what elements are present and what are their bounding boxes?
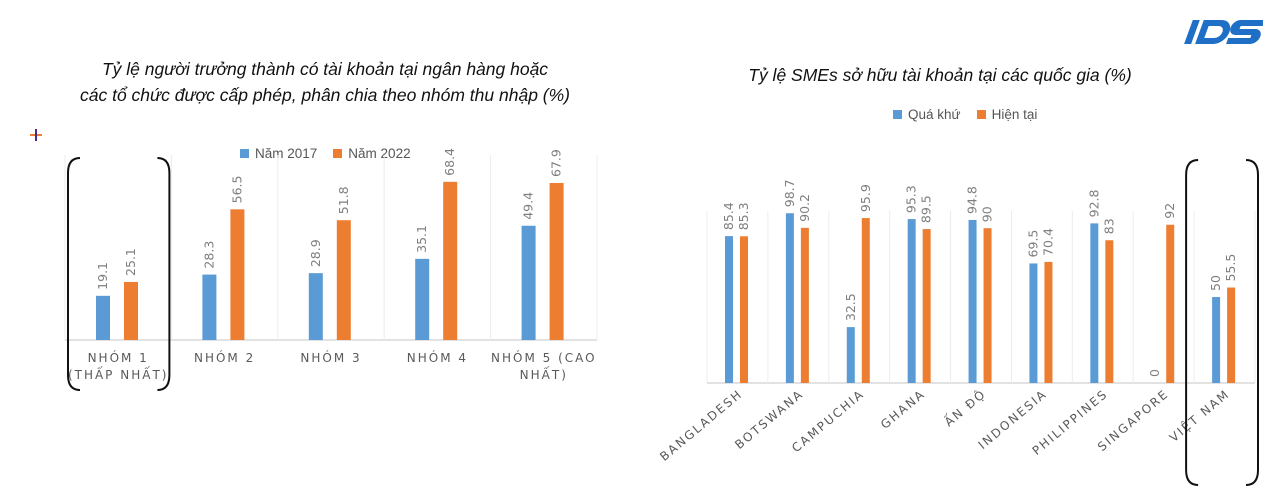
left-chart-data-label: 25.1 xyxy=(123,248,138,276)
legend-swatch-present xyxy=(976,110,986,119)
left-chart-highlight-bracket-right xyxy=(157,157,171,391)
legend-label-2022: Năm 2022 xyxy=(348,146,411,161)
right-chart-bar xyxy=(907,219,916,383)
left-chart-data-label: 19.1 xyxy=(95,262,110,290)
left-title-line-2: các tổ chức được cấp phép, phân chia the… xyxy=(80,85,570,105)
left-chart-bar xyxy=(202,274,217,340)
left-chart-bar xyxy=(96,295,110,340)
right-chart-bar xyxy=(1227,287,1236,383)
right-chart-bar xyxy=(740,236,748,383)
right-chart-bar xyxy=(1166,224,1175,383)
right-chart-bar xyxy=(1090,223,1099,383)
left-legend: Năm 2017 Năm 2022 xyxy=(240,146,411,161)
left-chart-data-label: 68.4 xyxy=(442,148,457,176)
right-chart-category-label: VIỆT NAM xyxy=(1166,386,1232,445)
right-chart-category-label: GHANA xyxy=(878,387,928,432)
right-chart-data-label: 95.9 xyxy=(858,184,873,212)
legend-swatch-2022 xyxy=(333,149,343,158)
right-chart-bar xyxy=(968,219,977,383)
right-chart-data-label: 83 xyxy=(1101,218,1116,234)
right-chart-category-label: BANGLADESH xyxy=(657,387,745,464)
legend-swatch-past xyxy=(893,110,902,119)
right-chart-data-label: 70.4 xyxy=(1040,228,1055,256)
left-chart-data-label: 56.5 xyxy=(229,176,244,204)
left-title-line-1: Tỷ lệ người trưởng thành có tài khoản tạ… xyxy=(101,59,549,79)
right-chart-data-label: 90.2 xyxy=(797,194,812,222)
right-chart-data-label: 95.3 xyxy=(904,185,919,213)
left-chart-bar xyxy=(549,182,564,340)
left-chart-data-label: 67.9 xyxy=(549,149,564,177)
ids-logo xyxy=(1184,20,1263,44)
right-chart-data-label: 85.3 xyxy=(736,202,751,230)
right-chart-bar xyxy=(846,327,855,383)
left-chart-bar xyxy=(521,225,536,340)
right-chart-bar xyxy=(861,218,870,383)
left-chart-data-label: 28.3 xyxy=(201,241,216,269)
left-chart-bar xyxy=(443,181,458,340)
right-chart-data-label: 92.8 xyxy=(1086,190,1101,218)
right-chart-data-label: 85.4 xyxy=(721,202,736,230)
left-chart-category-label: NHÓM 5 (CAO xyxy=(491,350,597,365)
left-chart-bar xyxy=(336,220,351,340)
left-chart-bar xyxy=(308,273,323,340)
right-chart-bar xyxy=(1212,297,1221,383)
left-chart-bar xyxy=(230,209,245,340)
right-chart-data-label: 55.5 xyxy=(1223,254,1238,282)
right-chart-data-label: 0 xyxy=(1147,369,1162,377)
legend-label-present: Hiện tại xyxy=(991,107,1038,122)
left-chart-data-label: 28.9 xyxy=(308,239,323,267)
right-chart-data-label: 94.8 xyxy=(965,186,980,214)
right-chart-data-label: 92 xyxy=(1162,203,1177,219)
left-chart-bar xyxy=(124,281,138,340)
right-chart-bar xyxy=(785,213,794,383)
left-chart-data-label: 35.1 xyxy=(414,225,429,253)
right-chart-bar xyxy=(1029,263,1038,383)
right-legend: Quá khứ Hiện tại xyxy=(893,107,1037,122)
legend-label-past: Quá khứ xyxy=(908,107,961,122)
right-chart-data-label: 90 xyxy=(980,206,995,222)
right-chart-data-label: 50 xyxy=(1208,275,1223,291)
legend-label-2017: Năm 2017 xyxy=(255,146,318,161)
left-chart-data-label: 49.4 xyxy=(521,192,536,220)
left-chart-highlight-bracket-left xyxy=(67,157,81,391)
right-chart-data-label: 32.5 xyxy=(843,293,858,321)
legend-swatch-2017 xyxy=(240,149,249,158)
left-chart-title: Tỷ lệ người trưởng thành có tài khoản tạ… xyxy=(20,56,630,108)
left-chart-category-label: NHÓM 4 xyxy=(407,350,468,365)
right-chart-bar xyxy=(1044,261,1053,383)
left-chart-bar xyxy=(415,258,430,340)
right-chart-highlight-bracket-right xyxy=(1245,159,1259,486)
right-chart-bar xyxy=(922,229,931,383)
right-chart-data-label: 89.5 xyxy=(919,195,934,223)
right-chart-bar xyxy=(1105,240,1114,383)
right-chart-category-label: ẤN ĐỘ xyxy=(941,385,989,429)
left-chart-category-label: NHÓM 2 xyxy=(194,350,255,365)
right-chart-bar xyxy=(983,228,992,383)
right-chart-highlight-bracket-left xyxy=(1185,159,1199,486)
left-chart-category-label: (THẤP NHẤT) xyxy=(68,366,169,382)
left-chart-category-label: NHÓM 3 xyxy=(300,350,361,365)
left-chart-data-label: 51.8 xyxy=(336,186,351,214)
right-chart-bar xyxy=(725,236,733,383)
right-chart-data-label: 69.5 xyxy=(1025,230,1040,258)
right-chart-bar xyxy=(800,227,809,383)
left-chart-category-label: NHẤT) xyxy=(520,366,568,382)
right-chart-title: Tỷ lệ SMEs sở hữu tài khoản tại các quốc… xyxy=(748,65,1132,85)
plus-mark-icon xyxy=(30,129,42,141)
right-chart-data-label: 98.7 xyxy=(782,179,797,207)
left-chart-category-label: NHÓM 1 xyxy=(88,350,149,365)
